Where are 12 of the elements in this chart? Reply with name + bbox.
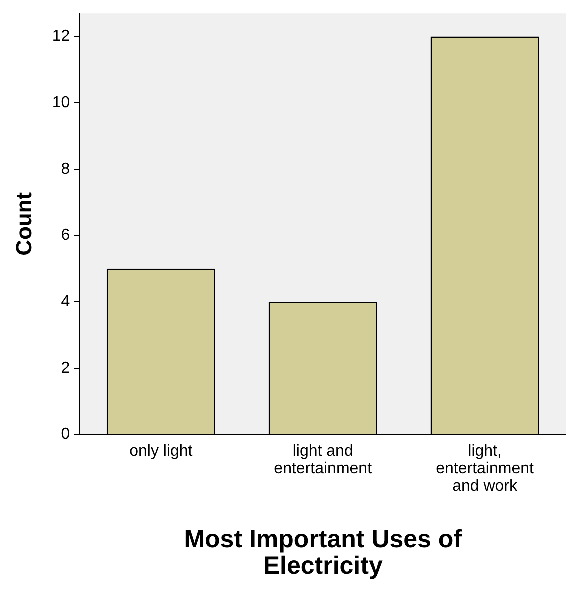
- y-tick-label: 0: [61, 426, 70, 444]
- x-tick-label: only light: [130, 442, 194, 460]
- x-tick-label: light, entertainment and work: [436, 442, 534, 496]
- x-tick-label: light and entertainment: [274, 442, 373, 478]
- y-tick-label: 12: [52, 28, 70, 46]
- x-axis-title: Most Important Uses of Electricity: [184, 526, 463, 580]
- y-tick-label: 2: [61, 360, 70, 377]
- y-tick-label: 8: [61, 160, 70, 178]
- y-tick-label: 4: [61, 293, 70, 310]
- y-axis-title: Count: [11, 192, 36, 256]
- y-tick-label: 10: [52, 94, 70, 112]
- y-tick-label: 6: [61, 227, 70, 244]
